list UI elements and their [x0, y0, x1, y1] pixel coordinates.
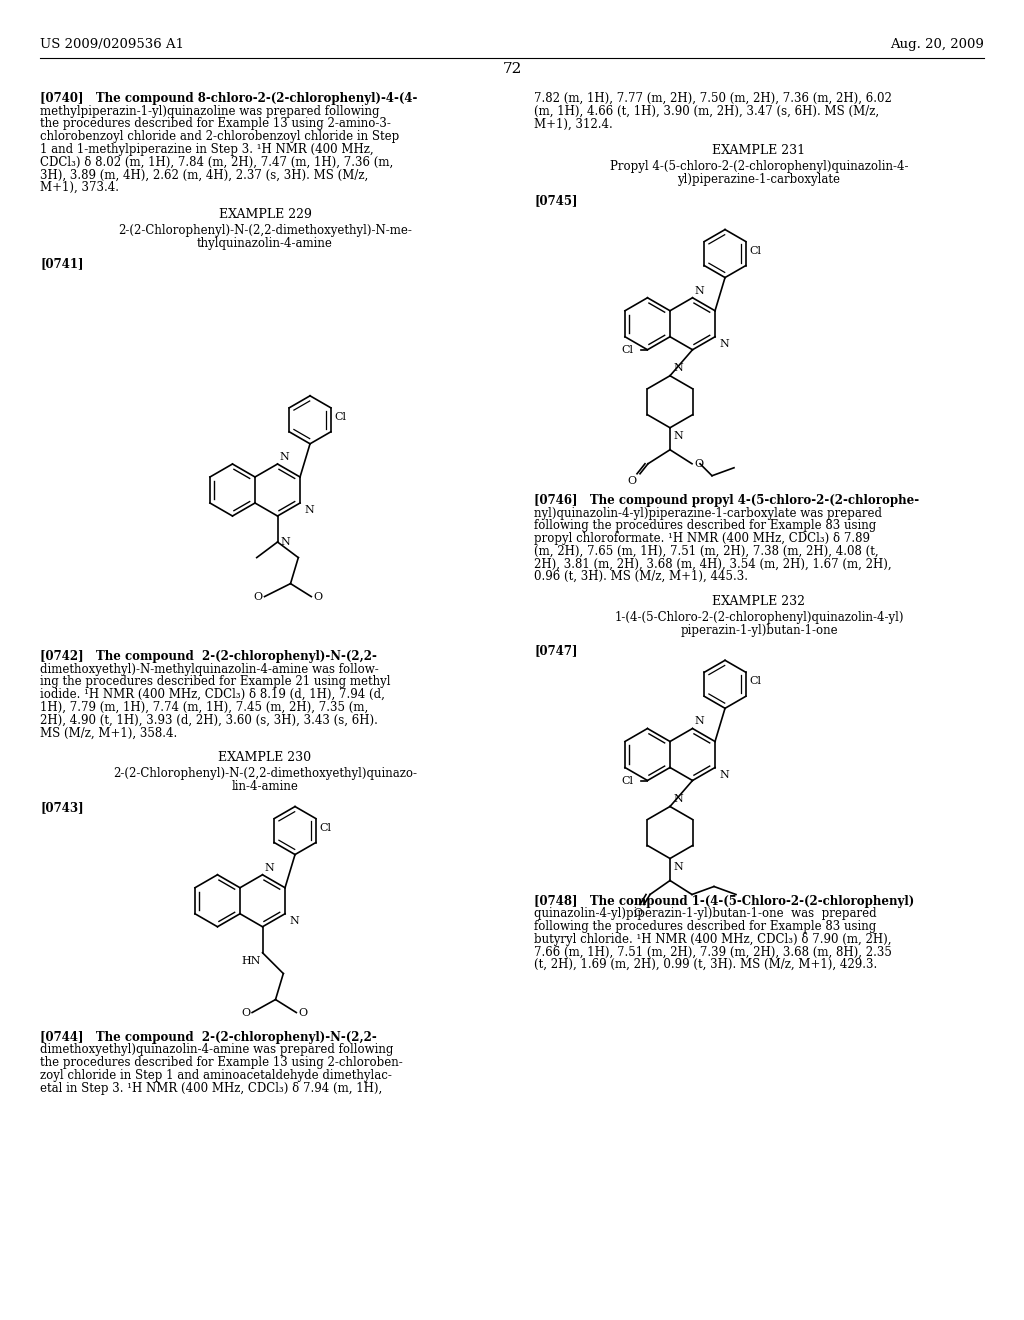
Text: Cl: Cl	[622, 345, 634, 355]
Text: [0748]   The compound 1-(4-(5-Chloro-2-(2-chlorophenyl): [0748] The compound 1-(4-(5-Chloro-2-(2-…	[534, 895, 914, 908]
Text: [0741]: [0741]	[40, 257, 84, 271]
Text: 2-(2-Chlorophenyl)-N-(2,2-dimethoxyethyl)quinazo-: 2-(2-Chlorophenyl)-N-(2,2-dimethoxyethyl…	[113, 767, 417, 780]
Text: EXAMPLE 230: EXAMPLE 230	[218, 751, 311, 764]
Text: 2-(2-Chlorophenyl)-N-(2,2-dimethoxyethyl)-N-me-: 2-(2-Chlorophenyl)-N-(2,2-dimethoxyethyl…	[118, 224, 412, 238]
Text: O: O	[298, 1007, 307, 1018]
Text: the procedures described for Example 13 using 2-amino-3-: the procedures described for Example 13 …	[40, 117, 391, 131]
Text: M+1), 312.4.: M+1), 312.4.	[534, 117, 612, 131]
Text: following the procedures described for Example 83 using: following the procedures described for E…	[534, 519, 877, 532]
Text: O: O	[253, 591, 262, 602]
Text: [0745]: [0745]	[534, 194, 578, 207]
Text: [0743]: [0743]	[40, 801, 84, 813]
Text: thylquinazolin-4-amine: thylquinazolin-4-amine	[197, 236, 333, 249]
Text: Cl: Cl	[319, 822, 332, 833]
Text: Aug. 20, 2009: Aug. 20, 2009	[890, 38, 984, 51]
Text: N: N	[719, 770, 729, 780]
Text: N: N	[304, 506, 313, 515]
Text: [0742]   The compound  2-(2-chlorophenyl)-N-(2,2-: [0742] The compound 2-(2-chlorophenyl)-N…	[40, 649, 377, 663]
Text: methylpiperazin-1-yl)quinazoline was prepared following: methylpiperazin-1-yl)quinazoline was pre…	[40, 104, 380, 117]
Text: N: N	[694, 717, 705, 726]
Text: MS (M/z, M+1), 358.4.: MS (M/z, M+1), 358.4.	[40, 726, 177, 739]
Text: N: N	[281, 537, 290, 546]
Text: N: N	[673, 862, 683, 871]
Text: EXAMPLE 231: EXAMPLE 231	[713, 144, 806, 157]
Text: (t, 2H), 1.69 (m, 2H), 0.99 (t, 3H). MS (M/z, M+1), 429.3.: (t, 2H), 1.69 (m, 2H), 0.99 (t, 3H). MS …	[534, 958, 878, 972]
Text: N: N	[289, 916, 299, 925]
Text: 2H), 4.90 (t, 1H), 3.93 (d, 2H), 3.60 (s, 3H), 3.43 (s, 6H).: 2H), 4.90 (t, 1H), 3.93 (d, 2H), 3.60 (s…	[40, 714, 378, 727]
Text: N: N	[673, 363, 683, 372]
Text: EXAMPLE 229: EXAMPLE 229	[218, 209, 311, 220]
Text: the procedures described for Example 13 using 2-chloroben-: the procedures described for Example 13 …	[40, 1056, 402, 1069]
Text: Cl: Cl	[335, 412, 347, 422]
Text: N: N	[673, 430, 683, 441]
Text: US 2009/0209536 A1: US 2009/0209536 A1	[40, 38, 184, 51]
Text: iodide. ¹H NMR (400 MHz, CDCl₃) δ 8.19 (d, 1H), 7.94 (d,: iodide. ¹H NMR (400 MHz, CDCl₃) δ 8.19 (…	[40, 688, 385, 701]
Text: O: O	[627, 475, 636, 486]
Text: Propyl 4-(5-chloro-2-(2-chlorophenyl)quinazolin-4-: Propyl 4-(5-chloro-2-(2-chlorophenyl)qui…	[609, 160, 908, 173]
Text: 1-(4-(5-Chloro-2-(2-chlorophenyl)quinazolin-4-yl): 1-(4-(5-Chloro-2-(2-chlorophenyl)quinazo…	[614, 611, 904, 624]
Text: N: N	[694, 285, 705, 296]
Text: 2H), 3.81 (m, 2H), 3.68 (m, 4H), 3.54 (m, 2H), 1.67 (m, 2H),: 2H), 3.81 (m, 2H), 3.68 (m, 4H), 3.54 (m…	[534, 557, 892, 570]
Text: 7.66 (m, 1H), 7.51 (m, 2H), 7.39 (m, 2H), 3.68 (m, 8H), 2.35: 7.66 (m, 1H), 7.51 (m, 2H), 7.39 (m, 2H)…	[534, 945, 892, 958]
Text: chlorobenzoyl chloride and 2-chlorobenzoyl chloride in Step: chlorobenzoyl chloride and 2-chlorobenzo…	[40, 131, 399, 144]
Text: O: O	[694, 459, 703, 469]
Text: nyl)quinazolin-4-yl)piperazine-1-carboxylate was prepared: nyl)quinazolin-4-yl)piperazine-1-carboxy…	[534, 507, 882, 520]
Text: 3H), 3.89 (m, 4H), 2.62 (m, 4H), 2.37 (s, 3H). MS (M/z,: 3H), 3.89 (m, 4H), 2.62 (m, 4H), 2.37 (s…	[40, 169, 369, 181]
Text: N: N	[264, 863, 274, 873]
Text: EXAMPLE 232: EXAMPLE 232	[713, 595, 806, 609]
Text: Cl: Cl	[750, 676, 762, 686]
Text: quinazolin-4-yl)piperazin-1-yl)butan-1-one  was  prepared: quinazolin-4-yl)piperazin-1-yl)butan-1-o…	[534, 907, 877, 920]
Text: lin-4-amine: lin-4-amine	[231, 780, 298, 793]
Text: O: O	[241, 1007, 250, 1018]
Text: piperazin-1-yl)butan-1-one: piperazin-1-yl)butan-1-one	[680, 624, 838, 636]
Text: [0747]: [0747]	[534, 644, 578, 657]
Text: [0746]   The compound propyl 4-(5-chloro-2-(2-chlorophe-: [0746] The compound propyl 4-(5-chloro-2…	[534, 494, 920, 507]
Text: N: N	[719, 339, 729, 348]
Text: zoyl chloride in Step 1 and aminoacetaldehyde dimethylac-: zoyl chloride in Step 1 and aminoacetald…	[40, 1069, 392, 1082]
Text: 7.82 (m, 1H), 7.77 (m, 2H), 7.50 (m, 2H), 7.36 (m, 2H), 6.02: 7.82 (m, 1H), 7.77 (m, 2H), 7.50 (m, 2H)…	[534, 92, 892, 106]
Text: ing the procedures described for Example 21 using methyl: ing the procedures described for Example…	[40, 676, 390, 689]
Text: O: O	[313, 591, 323, 602]
Text: 1 and 1-methylpiperazine in Step 3. ¹H NMR (400 MHz,: 1 and 1-methylpiperazine in Step 3. ¹H N…	[40, 143, 374, 156]
Text: dimethoxyethyl)quinazolin-4-amine was prepared following: dimethoxyethyl)quinazolin-4-amine was pr…	[40, 1044, 393, 1056]
Text: CDCl₃) δ 8.02 (m, 1H), 7.84 (m, 2H), 7.47 (m, 1H), 7.36 (m,: CDCl₃) δ 8.02 (m, 1H), 7.84 (m, 2H), 7.4…	[40, 156, 393, 169]
Text: (m, 2H), 7.65 (m, 1H), 7.51 (m, 2H), 7.38 (m, 2H), 4.08 (t,: (m, 2H), 7.65 (m, 1H), 7.51 (m, 2H), 7.3…	[534, 545, 879, 558]
Text: Cl: Cl	[750, 246, 762, 256]
Text: HN: HN	[241, 956, 260, 966]
Text: 1H), 7.79 (m, 1H), 7.74 (m, 1H), 7.45 (m, 2H), 7.35 (m,: 1H), 7.79 (m, 1H), 7.74 (m, 1H), 7.45 (m…	[40, 701, 369, 714]
Text: butyryl chloride. ¹H NMR (400 MHz, CDCl₃) δ 7.90 (m, 2H),: butyryl chloride. ¹H NMR (400 MHz, CDCl₃…	[534, 933, 892, 945]
Text: Cl: Cl	[622, 776, 634, 785]
Text: [0740]   The compound 8-chloro-2-(2-chlorophenyl)-4-(4-: [0740] The compound 8-chloro-2-(2-chloro…	[40, 92, 418, 106]
Text: etal in Step 3. ¹H NMR (400 MHz, CDCl₃) δ 7.94 (m, 1H),: etal in Step 3. ¹H NMR (400 MHz, CDCl₃) …	[40, 1082, 382, 1094]
Text: 72: 72	[503, 62, 521, 77]
Text: M+1), 373.4.: M+1), 373.4.	[40, 181, 119, 194]
Text: dimethoxyethyl)-N-methylquinazolin-4-amine was follow-: dimethoxyethyl)-N-methylquinazolin-4-ami…	[40, 663, 379, 676]
Text: following the procedures described for Example 83 using: following the procedures described for E…	[534, 920, 877, 933]
Text: 0.96 (t, 3H). MS (M/z, M+1), 445.3.: 0.96 (t, 3H). MS (M/z, M+1), 445.3.	[534, 570, 748, 583]
Text: O: O	[633, 908, 642, 917]
Text: [0744]   The compound  2-(2-chlorophenyl)-N-(2,2-: [0744] The compound 2-(2-chlorophenyl)-N…	[40, 1031, 377, 1044]
Text: propyl chloroformate. ¹H NMR (400 MHz, CDCl₃) δ 7.89: propyl chloroformate. ¹H NMR (400 MHz, C…	[534, 532, 870, 545]
Text: yl)piperazine-1-carboxylate: yl)piperazine-1-carboxylate	[678, 173, 841, 186]
Text: N: N	[673, 793, 683, 804]
Text: (m, 1H), 4.66 (t, 1H), 3.90 (m, 2H), 3.47 (s, 6H). MS (M/z,: (m, 1H), 4.66 (t, 1H), 3.90 (m, 2H), 3.4…	[534, 104, 880, 117]
Text: N: N	[280, 451, 289, 462]
